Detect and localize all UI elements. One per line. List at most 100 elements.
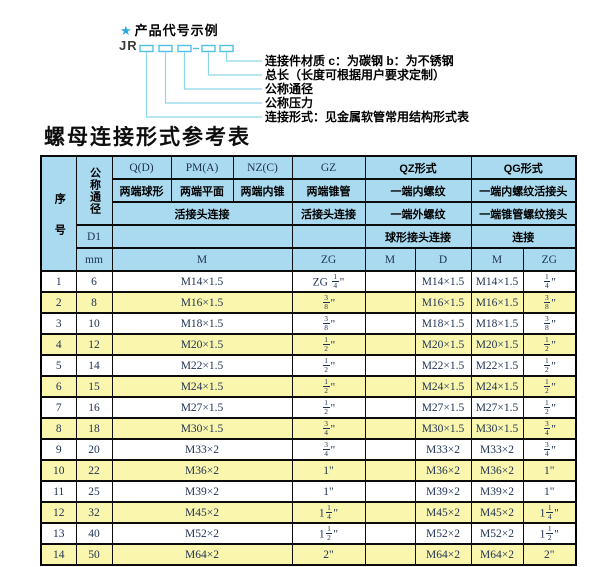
table-row: 2 8 M16×1.5 3 8 " M16×1.5 M16×1.5 3 8 " (40, 291, 577, 314)
cell-qz-m (364, 354, 416, 377)
cell-qz-m (364, 417, 416, 440)
cell-index: 11 (40, 480, 77, 503)
cell-qg-m: M64×2 (470, 543, 524, 566)
header-pm: PM(A) (170, 155, 234, 180)
cell-dn-mm: 12 (75, 333, 113, 356)
cell-dn-mm: 18 (75, 417, 113, 440)
cell-index: 1 (40, 270, 77, 293)
cell-index: 13 (40, 522, 77, 545)
cell-gz-zg: 3 8 " (291, 291, 366, 314)
header-zg: ZG (291, 247, 366, 272)
cell-qg-m: M33×2 (470, 438, 524, 461)
cell-qg-zg: 1 2 " (522, 375, 577, 398)
cell-qg-m: M27×1.5 (470, 396, 524, 419)
header-dn: 公称通径 (75, 155, 113, 226)
cell-dn-mm: 22 (75, 459, 113, 482)
cell-qz-d: M52×2 (414, 522, 472, 545)
cell-qg-zg: 1 1 2 " (522, 522, 577, 545)
cell-qz-d: M64×2 (414, 543, 472, 566)
cell-qz-m (364, 270, 416, 293)
cell-qz-m (364, 396, 416, 419)
cell-qz-m (364, 291, 416, 314)
diagram-label-pressure: 公称压力 (265, 95, 314, 110)
cell-m-thread: M27×1.5 (111, 396, 293, 419)
cell-m-thread: M52×2 (111, 522, 293, 545)
table-body: 1 6 M14×1.5 ZG 1 4 " M14×1.5 M14×1.5 1 4 " 2… (40, 270, 577, 566)
code-box (177, 44, 192, 53)
table-row: 10 22 M36×2 1" M36×2 M36×2 1" (40, 459, 577, 482)
header-q: Q(D) (111, 155, 172, 180)
nut-connection-table: 序号 公称通径 Q(D) PM(A) NZ(C) GZ QZ形式 QG形式 两端… (40, 155, 577, 566)
cell-qz-m (364, 438, 416, 461)
cell-m-thread: M33×2 (111, 438, 293, 461)
cell-qg-m: M24×1.5 (470, 375, 524, 398)
cell-gz-zg: 1" (291, 459, 366, 482)
cell-dn-mm: 15 (75, 375, 113, 398)
cell-qg-m: M18×1.5 (470, 312, 524, 335)
header-d1: D1 (75, 224, 113, 249)
cell-gz-zg: 3 8 " (291, 312, 366, 335)
table-row: 7 16 M27×1.5 1 2 " M27×1.5 M27×1.5 1 2 " (40, 396, 577, 419)
cell-m-thread: M18×1.5 (111, 312, 293, 335)
cell-index: 5 (40, 354, 77, 377)
cell-gz-zg: 1" (291, 480, 366, 503)
header-m: M (111, 247, 293, 272)
cell-gz-zg: 1 2 " (291, 396, 366, 419)
cell-index: 7 (40, 396, 77, 419)
header-nz-sub: 两端内锥 (232, 178, 293, 203)
cell-index: 8 (40, 417, 77, 440)
cell-qz-d: M39×2 (414, 480, 472, 503)
cell-qz-d: M27×1.5 (414, 396, 472, 419)
cell-dn-mm: 16 (75, 396, 113, 419)
code-box (219, 44, 234, 53)
cell-dn-mm: 25 (75, 480, 113, 503)
cell-qg-m: M30×1.5 (470, 417, 524, 440)
cell-gz-zg: 3 4 " (291, 417, 366, 440)
diagram-label-connection: 连接形式：见金属软管常用结构形式表 (265, 109, 470, 124)
cell-dn-mm: 32 (75, 501, 113, 524)
header-qg-sub3: 连接 (470, 224, 577, 249)
cell-qg-m: M39×2 (470, 480, 524, 503)
cell-qg-zg: 1" (522, 480, 577, 503)
header-pm-sub: 两端平面 (170, 178, 234, 203)
cell-m-thread: M45×2 (111, 501, 293, 524)
connector-line (207, 52, 262, 76)
table-row: 8 18 M30×1.5 3 4 " M30×1.5 M30×1.5 3 4 " (40, 417, 577, 440)
table-row: 3 10 M18×1.5 3 8 " M18×1.5 M18×1.5 3 8 " (40, 312, 577, 335)
table-row: 12 32 M45×2 1 1 4 " M45×2 M45×2 1 1 4 " (40, 501, 577, 524)
cell-index: 4 (40, 333, 77, 356)
table-row: 14 50 M64×2 2" M64×2 M64×2 2" (40, 543, 577, 566)
cell-gz-zg: 1 1 2 " (291, 522, 366, 545)
cell-qz-m (364, 543, 416, 566)
cell-index: 10 (40, 459, 77, 482)
cell-m-thread: M36×2 (111, 459, 293, 482)
cell-qz-d: M36×2 (414, 459, 472, 482)
cell-qg-zg: 3 8 " (522, 312, 577, 335)
cell-dn-mm: 10 (75, 312, 113, 335)
product-code: JR (119, 38, 138, 53)
cell-m-thread: M20×1.5 (111, 333, 293, 356)
table-row: 6 15 M24×1.5 1 2 " M24×1.5 M24×1.5 1 2 " (40, 375, 577, 398)
cell-qg-zg: 3 4 " (522, 417, 577, 440)
header-qz-d: D (414, 247, 472, 272)
star-icon: ★ (120, 23, 133, 38)
header-gz-sub: 两端锥管 (291, 178, 366, 203)
cell-m-thread: M24×1.5 (111, 375, 293, 398)
cell-dn-mm: 50 (75, 543, 113, 566)
cell-qg-m: M22×1.5 (470, 354, 524, 377)
cell-gz-zg: 3 4 " (291, 438, 366, 461)
cell-qg-zg: 1 2 " (522, 333, 577, 356)
cell-qg-zg: 1" (522, 459, 577, 482)
diagram-label-length: 总长（长度可根据用户要求定制） (265, 67, 446, 82)
cell-qz-m (364, 480, 416, 503)
cell-qg-zg: 1 4 " (522, 270, 577, 293)
cell-qz-d: M45×2 (414, 501, 472, 524)
code-box (201, 44, 216, 53)
cell-index: 2 (40, 291, 77, 314)
table-row: 1 6 M14×1.5 ZG 1 4 " M14×1.5 M14×1.5 1 4 " (40, 270, 577, 293)
header-qz-sub3: 球形接头连接 (364, 224, 472, 249)
cell-m-thread: M16×1.5 (111, 291, 293, 314)
cell-dn-mm: 8 (75, 291, 113, 314)
header-no: 序号 (40, 155, 77, 272)
